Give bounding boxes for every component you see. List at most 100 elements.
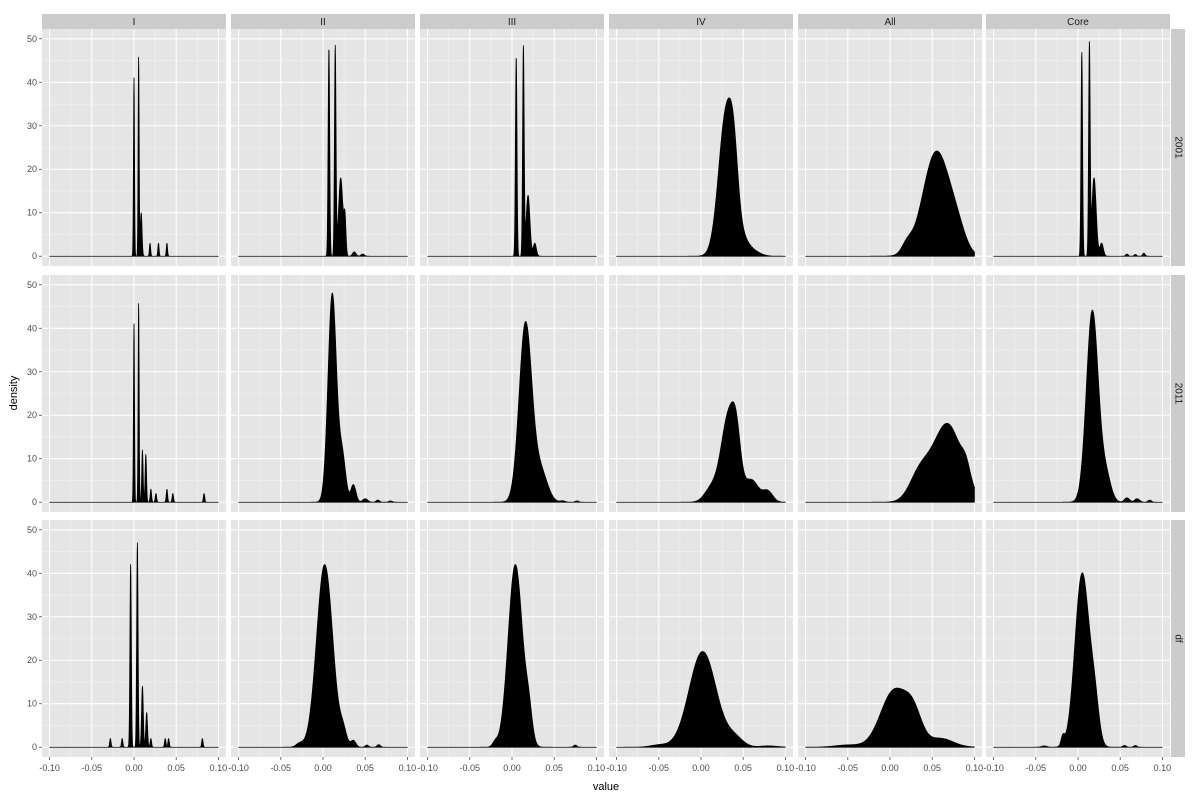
panel-i-2011 — [42, 275, 226, 512]
panel-ii-df — [231, 520, 415, 757]
strip-label-ii: II — [320, 17, 326, 28]
y-tick-label: 40 — [27, 568, 37, 578]
density-area-iii-2011 — [427, 321, 597, 503]
strip-label-i: I — [133, 17, 136, 28]
x-tick-label: -0.10 — [606, 763, 627, 773]
x-tick-label: -0.05 — [838, 763, 859, 773]
panel-iv-2001 — [609, 29, 793, 266]
density-area-ii-2011 — [238, 292, 408, 503]
x-tick-label: 0.10 — [210, 763, 228, 773]
strip-label-row-2011: 2011 — [1172, 383, 1183, 405]
y-tick-label: 20 — [27, 164, 37, 174]
y-tick-label: 30 — [27, 367, 37, 377]
x-tick-label: 0.10 — [966, 763, 984, 773]
density-area-iv-df — [616, 651, 786, 748]
panel-iii-df — [420, 520, 604, 757]
panel-all-2011 — [798, 275, 982, 512]
x-tick-label: 0.05 — [1111, 763, 1129, 773]
x-tick-label: -0.05 — [460, 763, 481, 773]
density-area-core-2001 — [993, 41, 1163, 257]
y-tick-label: 20 — [27, 655, 37, 665]
y-tick-label: 30 — [27, 121, 37, 131]
x-tick-label: 0.00 — [125, 763, 143, 773]
density-area-all-df — [805, 687, 975, 748]
density-area-iv-2011 — [616, 401, 786, 503]
density-area-ii-2001 — [238, 44, 408, 257]
y-tick-label: 20 — [27, 410, 37, 420]
density-area-core-df — [993, 572, 1163, 748]
density-area-i-2001 — [49, 56, 219, 257]
strip-label-core: Core — [1067, 17, 1089, 28]
x-tick-label: 0.05 — [545, 763, 563, 773]
strip-iii — [420, 14, 604, 29]
x-tick-label: -0.05 — [649, 763, 670, 773]
panel-iv-df — [609, 520, 793, 757]
y-tick-label: 10 — [27, 454, 37, 464]
x-tick-label: -0.10 — [417, 763, 438, 773]
density-area-iv-2001 — [616, 97, 786, 257]
x-tick-label: 0.10 — [777, 763, 795, 773]
strip-ii — [231, 14, 415, 29]
panel-i-2001 — [42, 29, 226, 266]
panel-all-2001 — [798, 29, 982, 266]
x-tick-label: 0.00 — [881, 763, 899, 773]
x-tick-label: -0.10 — [39, 763, 60, 773]
x-tick-label: 0.00 — [692, 763, 710, 773]
x-tick-label: 0.00 — [503, 763, 521, 773]
density-area-iii-2001 — [427, 45, 597, 257]
density-area-ii-df — [238, 564, 408, 748]
strip-label-all: All — [884, 17, 895, 28]
x-tick-label: 0.05 — [923, 763, 941, 773]
strip-row-2011 — [1171, 275, 1185, 512]
panel-iv-2011 — [609, 275, 793, 512]
strip-row-df — [1171, 520, 1185, 757]
density-area-all-2001 — [805, 150, 975, 257]
density-area-i-2011 — [49, 303, 219, 503]
panel-i-df — [42, 520, 226, 757]
density-area-iii-df — [427, 564, 597, 748]
x-tick-label: 0.00 — [314, 763, 332, 773]
x-tick-label: 0.10 — [1154, 763, 1172, 773]
strip-all — [798, 14, 982, 29]
panel-ii-2011 — [231, 275, 415, 512]
x-tick-label: -0.10 — [228, 763, 249, 773]
strip-label-row-2001: 2001 — [1172, 136, 1183, 159]
y-tick-label: 0 — [32, 742, 37, 752]
y-tick-label: 40 — [27, 323, 37, 333]
strip-iv — [609, 14, 793, 29]
y-tick-label: 0 — [32, 497, 37, 507]
strip-row-2001 — [1171, 29, 1185, 266]
y-tick-label: 50 — [27, 34, 37, 44]
strip-label-row-df: df — [1172, 634, 1183, 643]
x-tick-label: -0.10 — [795, 763, 816, 773]
y-tick-label: 0 — [32, 251, 37, 261]
x-axis-title: value — [593, 781, 619, 793]
x-tick-label: -0.05 — [271, 763, 292, 773]
y-tick-label: 10 — [27, 699, 37, 709]
x-tick-label: 0.05 — [734, 763, 752, 773]
strip-i — [42, 14, 226, 29]
panel-iii-2011 — [420, 275, 604, 512]
y-tick-label: 50 — [27, 280, 37, 290]
y-tick-label: 30 — [27, 612, 37, 622]
x-tick-label: 0.00 — [1069, 763, 1087, 773]
density-area-all-2011 — [805, 422, 975, 503]
x-tick-label: -0.05 — [82, 763, 103, 773]
x-tick-label: 0.10 — [399, 763, 417, 773]
y-axis-title: density — [8, 375, 20, 410]
y-tick-label: 40 — [27, 77, 37, 87]
strip-label-iii: III — [508, 17, 516, 28]
x-tick-label: 0.05 — [167, 763, 185, 773]
panel-all-df — [798, 520, 982, 757]
x-tick-label: -0.10 — [983, 763, 1004, 773]
panel-core-df — [986, 520, 1170, 757]
y-tick-label: 10 — [27, 208, 37, 218]
density-area-i-df — [49, 542, 219, 748]
x-tick-label: 0.05 — [356, 763, 374, 773]
panel-core-2001 — [986, 29, 1170, 266]
panel-ii-2001 — [231, 29, 415, 266]
density-area-core-2011 — [993, 309, 1163, 503]
x-tick-label: -0.05 — [1026, 763, 1047, 773]
strip-label-iv: IV — [696, 17, 706, 28]
